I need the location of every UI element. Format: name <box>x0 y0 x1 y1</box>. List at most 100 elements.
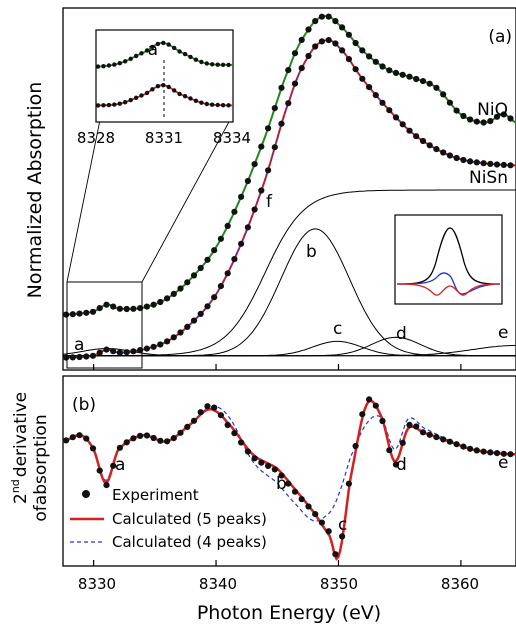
nio-data-point <box>332 18 339 25</box>
nisn-data-point <box>211 294 218 301</box>
inset-peak-label: a <box>148 40 158 60</box>
nio-data-point <box>278 84 285 91</box>
nisn-data-point <box>386 107 393 114</box>
nisn-data-point <box>123 349 130 356</box>
experiment-data-point <box>366 396 373 403</box>
nio-data-point <box>130 305 137 312</box>
inset-nisn-data-point <box>166 84 171 90</box>
experiment-data-point <box>224 421 231 429</box>
inset-nio-data-point <box>172 45 177 51</box>
experiment-data-point <box>339 533 346 540</box>
nisn-data-point <box>143 345 150 352</box>
nisn-data-point <box>291 80 299 87</box>
nio-data-point <box>446 99 453 106</box>
deriv-label-d: d <box>396 455 407 475</box>
nisn-data-point <box>258 187 265 194</box>
nio-data-point <box>413 75 420 83</box>
nio-data-point <box>406 73 413 80</box>
nisn-data-point <box>318 38 325 45</box>
experiment-data-point <box>318 519 325 526</box>
inset-nisn-data-point <box>188 96 193 101</box>
nisn-data-point <box>426 142 433 149</box>
nisn-data-point <box>473 159 480 166</box>
calc4-line <box>62 405 516 522</box>
inset-nio-data-point <box>199 59 204 65</box>
nio-data-point <box>318 13 325 20</box>
nio-data-point <box>217 235 224 242</box>
nio-data-point <box>190 272 198 279</box>
nisn-data-point <box>231 256 238 263</box>
nio-data-point <box>96 305 103 312</box>
nio-data-point <box>184 279 191 286</box>
inset-nio-data-point <box>215 62 220 67</box>
nio-data-point <box>251 161 258 168</box>
inset-nisn-data-point <box>95 103 101 108</box>
nio-data-point <box>500 111 507 118</box>
nio-curve-label: NiO <box>477 100 508 120</box>
inset-derivative-frame <box>394 214 503 305</box>
nio-data-point <box>197 264 204 272</box>
nisn-data-point <box>89 352 97 359</box>
nisn-data-point <box>366 84 373 91</box>
inset-nisn-data-point <box>133 95 139 101</box>
nisn-data-point <box>500 161 507 168</box>
peak-label-b: b <box>306 242 317 262</box>
inset-nisn-data-point <box>161 83 166 88</box>
nio-data-point <box>487 118 494 125</box>
nio-data-point <box>433 84 440 91</box>
nio-data-point <box>110 303 117 310</box>
experiment-data-point <box>116 444 123 451</box>
nisn-data-point <box>453 154 460 162</box>
nio-data-point <box>265 125 272 132</box>
nisn-data-point <box>251 206 258 213</box>
panel-a-label: (a) <box>488 27 512 47</box>
experiment-data-point <box>217 412 224 419</box>
nio-data-point <box>460 112 467 120</box>
nisn-data-point <box>204 303 211 310</box>
experiment-data-point <box>103 482 110 489</box>
inset-xtick-label: 8334 <box>213 129 251 147</box>
inset-nio-data-point <box>144 48 150 53</box>
experiment-data-point <box>379 417 386 425</box>
nisn-data-point <box>110 348 117 355</box>
experiment-data-point <box>433 434 440 441</box>
inset-nio-data-point <box>117 61 123 66</box>
nio-data-point <box>399 71 406 78</box>
nisn-data-point <box>116 349 123 356</box>
inset-nisn-data-point <box>199 100 204 105</box>
experiment-data-point <box>110 462 117 469</box>
experiment-data-point <box>419 429 427 436</box>
experiment-data-point <box>487 449 494 456</box>
nio-data-point <box>258 143 265 150</box>
nio-data-point <box>493 113 501 120</box>
nisn-data-point <box>345 56 352 63</box>
experiment-data-point <box>83 435 90 442</box>
nisn-data-point <box>177 329 184 336</box>
inset-nio-data-point <box>220 62 226 67</box>
nisn-data-point <box>493 161 501 168</box>
nisn-data-point <box>460 156 467 164</box>
experiment-data-point <box>359 411 366 418</box>
nio-data-point <box>312 18 319 25</box>
inset-nisn-data-point <box>182 94 188 99</box>
experiment-data-point <box>63 437 70 444</box>
experiment-data-point <box>312 510 319 518</box>
legend-calc5-label: Calculated (5 peaks) <box>112 510 267 528</box>
experiment-data-point <box>204 403 211 410</box>
nio-data-point <box>177 285 184 292</box>
panel-b-calc4 <box>62 405 516 522</box>
experiment-data-point <box>453 441 460 448</box>
nisn-data-point <box>271 144 278 151</box>
nisn-data-point <box>76 353 83 361</box>
nio-data-point <box>339 24 346 31</box>
nisn-data-point <box>150 343 157 350</box>
nio-data-point <box>164 295 171 302</box>
nio-data-point <box>507 115 514 122</box>
experiment-data-point <box>473 447 480 454</box>
nisn-data-point <box>446 152 453 159</box>
inset-nio-data-point <box>128 56 133 61</box>
experiment-data-point <box>190 417 198 424</box>
experiment-data-point <box>392 461 400 468</box>
peak-label-d: d <box>396 324 407 344</box>
